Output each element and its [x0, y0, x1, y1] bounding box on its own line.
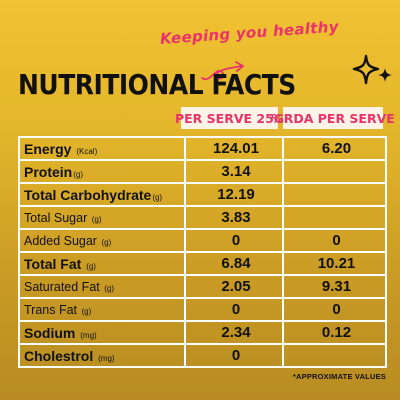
rda-value: 6.20 — [282, 136, 387, 161]
table-row-trans-fat: Trans Fat (g) 0 0 — [18, 297, 387, 322]
per-serve-value: 3.83 — [184, 205, 284, 230]
rda-value — [282, 343, 387, 368]
rda-value: 0.12 — [282, 320, 387, 345]
per-serve-value: 124.01 — [184, 136, 284, 161]
column-header-per-serve: PER SERVE 25G — [175, 107, 284, 129]
row-label: Total Carbohydrate — [24, 186, 152, 203]
row-label: Saturated Fat — [24, 279, 100, 294]
rda-value: 0 — [282, 228, 387, 253]
footnote: *APPROXIMATE VALUES — [292, 372, 386, 381]
row-label-cell: Total Sugar (g) — [18, 205, 186, 230]
page-title: NUTRITIONAL FACTS — [18, 68, 296, 101]
row-label-cell: Total Carbohydrate(g) — [18, 182, 186, 207]
row-label: Trans Fat — [24, 302, 78, 317]
per-serve-value: 2.34 — [184, 320, 284, 345]
per-serve-value: 0 — [184, 297, 284, 322]
row-label-cell: Added Sugar (g) — [18, 228, 186, 253]
tagline: Keeping you healthy — [159, 17, 340, 48]
row-label: Protein — [24, 163, 73, 180]
row-unit: (g) — [104, 283, 115, 293]
table-row-saturated-fat: Saturated Fat (g) 2.05 9.31 — [18, 274, 387, 299]
curly-arrow-icon — [201, 61, 244, 81]
table-row-added-sugar: Added Sugar (g) 0 0 — [18, 228, 387, 253]
column-header-rda: %RDA PER SERVE — [271, 107, 395, 129]
row-unit: (Kcal) — [76, 146, 98, 156]
row-label: Sodium — [24, 324, 76, 341]
rda-value — [282, 159, 387, 184]
nutrition-table: Energy (Kcal) 124.01 6.20 Protein(g) 3.1… — [18, 136, 387, 368]
row-label-cell: Cholestrol (mg) — [18, 343, 186, 368]
table-row-total-carbohydrate: Total Carbohydrate(g) 12.19 — [18, 182, 387, 207]
row-label: Total Sugar — [24, 210, 88, 225]
table-row-total-sugar: Total Sugar (g) 3.83 — [18, 205, 387, 230]
row-label-cell: Total Fat (g) — [18, 251, 186, 276]
row-label-cell: Protein(g) — [18, 159, 186, 184]
table-row-protein: Protein(g) 3.14 — [18, 159, 387, 184]
row-label: Total Fat — [24, 255, 82, 272]
per-serve-value: 2.05 — [184, 274, 284, 299]
rda-value — [282, 182, 387, 207]
per-serve-value: 3.14 — [184, 159, 284, 184]
row-label: Added Sugar — [24, 233, 97, 248]
row-label: Energy — [24, 140, 72, 157]
row-unit: (g) — [81, 306, 92, 316]
table-row-energy: Energy (Kcal) 124.01 6.20 — [18, 136, 387, 161]
row-label: Cholestrol — [24, 347, 94, 364]
row-unit: (g) — [73, 169, 84, 179]
rda-value: 10.21 — [282, 251, 387, 276]
row-label-cell: Trans Fat (g) — [18, 297, 186, 322]
table-row-cholestrol: Cholestrol (mg) 0 — [18, 343, 387, 368]
row-unit: (g) — [152, 192, 163, 202]
row-label-cell: Energy (Kcal) — [18, 136, 186, 161]
row-label-cell: Sodium (mg) — [18, 320, 186, 345]
table-row-total-fat: Total Fat (g) 6.84 10.21 — [18, 251, 387, 276]
row-unit: (mg) — [98, 353, 115, 363]
row-unit: (g) — [101, 237, 112, 247]
row-unit: (g) — [86, 261, 96, 271]
per-serve-value: 0 — [184, 343, 284, 368]
per-serve-value: 6.84 — [184, 251, 284, 276]
table-row-sodium: Sodium (mg) 2.34 0.12 — [18, 320, 387, 345]
sparkle-icon — [352, 54, 392, 85]
row-unit: (g) — [91, 214, 102, 224]
rda-value: 0 — [282, 297, 387, 322]
rda-value: 9.31 — [282, 274, 387, 299]
rda-value — [282, 205, 387, 230]
per-serve-value: 12.19 — [184, 182, 284, 207]
row-label-cell: Saturated Fat (g) — [18, 274, 186, 299]
per-serve-value: 0 — [184, 228, 284, 253]
row-unit: (mg) — [80, 330, 97, 340]
